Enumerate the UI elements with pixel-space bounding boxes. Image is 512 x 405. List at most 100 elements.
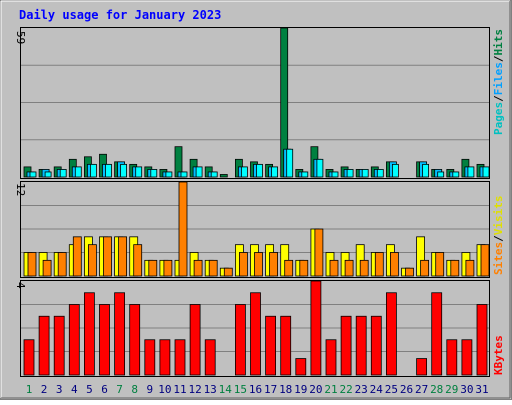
day-labels: 1 2 3 4 5 6 7 8 9 10 11 12 13 14 15 16 17 18 19 20 21 22 23 24 2… (26, 383, 489, 396)
bar-pages-day-8 (135, 166, 143, 178)
bar-pages-day-25 (391, 163, 399, 178)
visits-ymax-label: 12 (14, 183, 27, 196)
bar-sites-day-13 (208, 259, 218, 277)
bar-pages-day-22 (346, 169, 354, 178)
day-label-27: 27 (415, 383, 428, 396)
bar-sites-day-14 (223, 267, 233, 277)
bar-pages-day-7 (120, 163, 127, 178)
bar-pages-day-1 (29, 171, 37, 178)
bar-pages-day-16 (256, 163, 263, 178)
bar-sites-day-25 (389, 252, 399, 277)
bar-kbytes-day-6 (99, 304, 110, 376)
day-label-10: 10 (158, 383, 171, 396)
bar-pages-day-30 (467, 166, 475, 178)
bar-kbytes-day-23 (355, 315, 367, 376)
bar-kbytes-day-3 (53, 315, 65, 376)
day-label-29: 29 (445, 383, 458, 396)
bar-sites-day-15 (238, 252, 248, 277)
bar-kbytes-day-13 (204, 339, 216, 376)
bar-sites-day-1 (27, 252, 37, 277)
bar-kbytes-day-12 (189, 304, 201, 376)
day-label-11: 11 (173, 383, 186, 396)
visits-side-label: Sites/Visits (492, 196, 505, 276)
bar-kbytes-day-17 (265, 315, 277, 376)
day-label-2: 2 (41, 383, 48, 396)
bar-sites-day-18 (284, 259, 294, 277)
bar-pages-day-18 (286, 148, 294, 178)
day-label-9: 9 (146, 383, 153, 396)
bar-pages-day-28 (437, 171, 445, 178)
bar-sites-day-26 (405, 267, 414, 277)
day-label-21: 21 (324, 383, 337, 396)
bars-layer (23, 27, 490, 376)
bar-sites-day-22 (344, 259, 354, 277)
hits-ymax-label: 59 (14, 31, 27, 44)
day-label-4: 4 (71, 383, 78, 396)
bar-pages-day-3 (59, 169, 67, 178)
bar-kbytes-day-4 (68, 304, 80, 376)
bar-pages-day-21 (331, 171, 339, 178)
bar-pages-day-6 (105, 163, 112, 178)
day-label-19: 19 (294, 383, 307, 396)
bar-kbytes-day-2 (38, 315, 50, 376)
side-label-files: Files (492, 62, 505, 95)
bar-kbytes-day-10 (159, 339, 171, 376)
bar-pages-day-5 (90, 163, 97, 178)
side-label-hits: Hits (492, 29, 505, 56)
day-label-1: 1 (26, 383, 33, 396)
bar-sites-day-7 (118, 236, 127, 277)
bar-kbytes-day-7 (114, 292, 125, 376)
day-label-30: 30 (460, 383, 473, 396)
bar-kbytes-day-25 (385, 292, 397, 376)
bar-pages-day-19 (301, 171, 309, 178)
day-label-22: 22 (339, 383, 352, 396)
bar-pages-day-24 (376, 169, 384, 178)
bar-kbytes-day-19 (295, 358, 307, 376)
bar-sites-day-9 (148, 259, 158, 277)
bar-pages-day-10 (165, 171, 173, 178)
side-label-visits: Visits (492, 196, 505, 236)
day-label-15: 15 (234, 383, 247, 396)
bar-sites-day-21 (329, 259, 339, 277)
bar-pages-day-2 (44, 171, 52, 178)
bar-sites-day-4 (72, 236, 82, 277)
bar-sites-day-12 (193, 259, 203, 277)
bar-sites-day-29 (450, 259, 460, 277)
bar-pages-day-13 (210, 171, 218, 178)
day-label-18: 18 (279, 383, 292, 396)
day-label-23: 23 (355, 383, 368, 396)
bar-pages-day-31 (482, 166, 490, 178)
bar-sites-day-17 (269, 252, 279, 277)
chart-title: Daily usage for January 2023 (19, 8, 221, 22)
day-label-14: 14 (219, 383, 233, 396)
bar-hits-day-14 (219, 174, 228, 178)
bar-sites-day-19 (299, 259, 309, 277)
bar-sites-day-23 (359, 259, 369, 277)
bar-pages-day-23 (361, 169, 369, 178)
bar-sites-day-5 (88, 244, 97, 277)
bar-sites-day-2 (42, 259, 52, 277)
bar-kbytes-day-5 (84, 292, 95, 376)
bar-kbytes-day-22 (340, 315, 352, 376)
kbytes-ymax-label: 4 (14, 282, 27, 289)
day-label-16: 16 (249, 383, 262, 396)
side-label-sites: Sites (492, 242, 505, 275)
day-label-28: 28 (430, 383, 443, 396)
bar-pages-day-29 (452, 171, 460, 178)
bar-sites-day-30 (465, 259, 475, 277)
bar-pages-day-15 (240, 166, 248, 178)
bar-pages-day-12 (195, 166, 203, 178)
bar-sites-day-6 (103, 236, 112, 277)
day-label-26: 26 (400, 383, 413, 396)
kbytes-side-label: KBytes (492, 335, 505, 375)
bar-pages-day-11 (180, 171, 188, 178)
bar-kbytes-day-15 (234, 304, 246, 376)
bar-sites-day-28 (435, 252, 445, 277)
day-label-6: 6 (101, 383, 108, 396)
bar-pages-day-17 (271, 166, 279, 178)
bar-kbytes-day-31 (476, 304, 488, 376)
bar-kbytes-day-8 (129, 304, 141, 376)
bar-kbytes-day-11 (174, 339, 186, 376)
day-label-24: 24 (370, 383, 384, 396)
hits-side-label: Pages/Files/Hits (492, 29, 505, 135)
